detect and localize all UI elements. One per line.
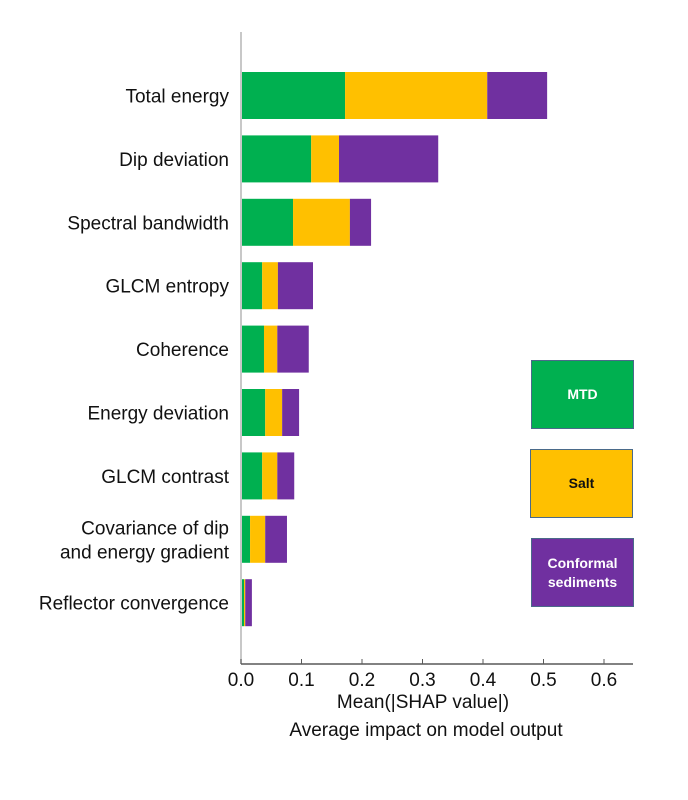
- bar-segment-mtd: [241, 198, 294, 246]
- legend-item-conformal-sediments: Conformal sediments: [531, 538, 634, 607]
- x-tick-label: 0.6: [591, 670, 617, 691]
- category-label: Dip deviation: [119, 150, 229, 171]
- category-label-line: GLCM entropy: [105, 277, 229, 298]
- category-label: GLCM contrast: [101, 467, 229, 488]
- category-label-line: Total energy: [125, 87, 229, 108]
- bar-segment-conformal-sediments: [245, 579, 252, 627]
- category-label-line: Reflector convergence: [39, 594, 229, 615]
- bar-segment-conformal-sediments: [339, 135, 439, 183]
- bar-segment-salt: [244, 579, 246, 627]
- x-tick-label: 0.4: [470, 670, 497, 691]
- category-label: Reflector convergence: [39, 594, 229, 615]
- bar-segment-mtd: [241, 452, 263, 500]
- category-label-line: Covariance of dip: [81, 518, 229, 539]
- x-ticks: 0.0 0.1 0.2 0.3 0.4 0.5 0.6: [228, 659, 617, 691]
- category-label-line: Spectral bandwidth: [67, 213, 229, 234]
- bars-group: [241, 72, 548, 627]
- bar-segment-salt: [311, 135, 340, 183]
- bar-segment-salt: [293, 198, 350, 246]
- bar-segment-salt: [250, 515, 266, 563]
- legend-label: MTD: [567, 386, 598, 403]
- bar-segment-conformal-sediments: [282, 389, 300, 436]
- category-label: Energy deviation: [87, 404, 229, 425]
- category-label: Covariance of dip and energy gradient: [60, 518, 230, 563]
- bar-segment-conformal-sediments: [349, 198, 372, 246]
- x-tick-label: 0.3: [409, 670, 435, 691]
- bar-segment-mtd: [241, 262, 263, 310]
- bar-segment-mtd: [241, 515, 251, 563]
- category-label-line: GLCM contrast: [101, 467, 229, 488]
- category-label-line: Coherence: [136, 340, 229, 361]
- bar-segment-salt: [263, 325, 278, 373]
- legend-item-mtd: MTD: [531, 360, 634, 429]
- x-axis-label: Mean(|SHAP value|): [337, 692, 509, 713]
- legend-label: Conformal sediments: [547, 554, 618, 590]
- category-label-line: and energy gradient: [60, 542, 230, 563]
- category-label: Coherence: [136, 340, 229, 361]
- bar-segment-salt: [262, 262, 278, 310]
- bar-segment-salt: [345, 72, 488, 119]
- category-labels: Total energy Dip deviation Spectral bandwi…: [39, 87, 230, 615]
- bar-segment-mtd: [241, 72, 346, 119]
- category-label-line: Energy deviation: [87, 404, 229, 425]
- legend-label: Salt: [568, 475, 595, 492]
- bar-segment-mtd: [241, 579, 245, 627]
- category-label: Total energy: [125, 87, 229, 108]
- bar-segment-salt: [265, 389, 283, 436]
- x-tick-label: 0.1: [288, 670, 314, 691]
- x-tick-label: 0.5: [530, 670, 556, 691]
- bar-segment-conformal-sediments: [277, 262, 313, 310]
- category-label: Spectral bandwidth: [67, 213, 229, 234]
- x-tick-label: 0.2: [349, 670, 375, 691]
- bar-segment-conformal-sediments: [277, 452, 295, 500]
- bar-segment-mtd: [241, 389, 266, 436]
- category-label: GLCM entropy: [105, 277, 229, 298]
- bar-segment-mtd: [241, 135, 312, 183]
- category-label-line: Dip deviation: [119, 150, 229, 171]
- bar-segment-conformal-sediments: [277, 325, 309, 373]
- bar-segment-mtd: [241, 325, 264, 373]
- bar-segment-salt: [262, 452, 278, 500]
- bar-segment-conformal-sediments: [487, 72, 548, 119]
- x-axis-sublabel: Average impact on model output: [289, 720, 563, 741]
- x-tick-label: 0.0: [228, 670, 254, 691]
- bar-segment-conformal-sediments: [265, 515, 287, 563]
- legend-item-salt: Salt: [530, 449, 633, 518]
